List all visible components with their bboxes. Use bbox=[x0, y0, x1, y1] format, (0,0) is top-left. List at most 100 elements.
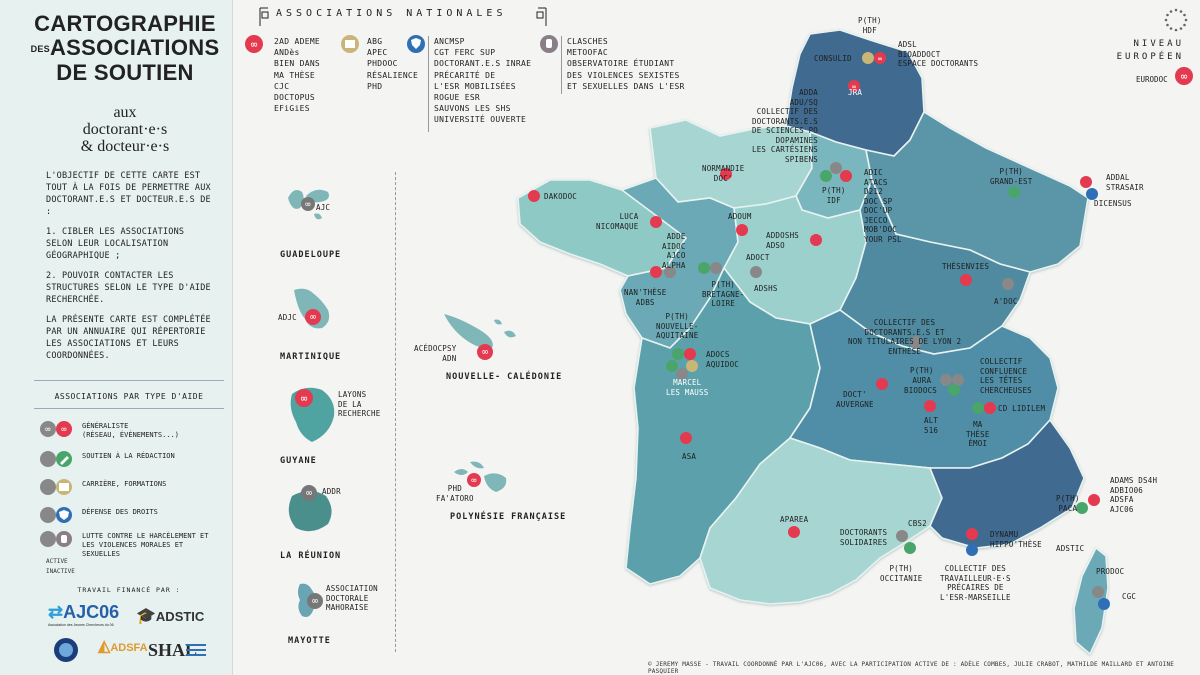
assoc-item[interactable]: DOCTOPUS bbox=[274, 93, 315, 103]
intro-point-1: 1. CIBLER LES ASSOCIATIONS SELON LEUR LO… bbox=[46, 227, 185, 261]
guadeloupe-name: GUADELOUPE bbox=[280, 250, 342, 260]
assoc-item[interactable]: OBSERVATOIRE ÉTUDIANT DES VIOLENCES SEXI… bbox=[567, 59, 685, 91]
europe-title-1: NIVEAU bbox=[1133, 39, 1184, 49]
assoc-item[interactable]: DOCTORANT.E.S INRAE bbox=[434, 59, 532, 69]
assoc-item[interactable]: PRÉCARITÉ DE L'ESR MOBILISÉES bbox=[434, 70, 516, 91]
label-dynamu[interactable]: DYNAMU HIPPO'THÈSE bbox=[990, 530, 1042, 549]
assoc-item[interactable]: SAUVONS LES SHS bbox=[434, 104, 511, 114]
ajc06-logo-text: AJC06 bbox=[63, 602, 120, 622]
label-addoshs[interactable]: ADDOSHS ADSO bbox=[766, 231, 800, 250]
assoc-item[interactable]: METOOFAC bbox=[567, 48, 608, 58]
assoc-item[interactable]: BIEN DANS MA THÈSE bbox=[274, 59, 321, 80]
label-nouvelle-aquitaine[interactable]: P(TH) NOUVELLE- AQUITAINE bbox=[656, 312, 699, 340]
label-paca[interactable]: P(TH) PACA bbox=[1056, 494, 1080, 513]
label-hdf[interactable]: P(TH) HDF bbox=[858, 16, 882, 35]
label-adocs[interactable]: ADOCS AQUIDOC bbox=[706, 350, 740, 369]
assoc-item[interactable]: ABG bbox=[367, 37, 383, 46]
svg-text:∞: ∞ bbox=[310, 312, 316, 323]
label-luca[interactable]: LUCA NICOMAQUE bbox=[596, 212, 639, 231]
label-nantes[interactable]: NAN'THÈSE ADBS bbox=[624, 288, 667, 307]
label-lyon[interactable]: COLLECTIF DES DOCTORANTS.E.S ET NON TITU… bbox=[848, 318, 962, 356]
label-doctorants-solidaires[interactable]: DOCTORANTS SOLIDAIRES bbox=[840, 528, 888, 547]
subtitle-aux: aux bbox=[113, 104, 137, 121]
label-biodocs[interactable]: BIODOCS bbox=[904, 386, 938, 395]
label-adde[interactable]: ADDE AIDOC AJCO ALPHA bbox=[662, 232, 686, 270]
region-corse bbox=[1073, 546, 1109, 656]
assoc-item[interactable]: UNIVERSITÉ OUVERTE bbox=[434, 115, 527, 125]
title-line3: DE SOUTIEN bbox=[56, 60, 194, 86]
assoc-item[interactable]: CLASCHES bbox=[567, 37, 608, 46]
assoc-item[interactable]: 2AD ADEME bbox=[274, 37, 321, 46]
label-marseille[interactable]: COLLECTIF DES TRAVAILLEUR·E·S PRÉCAIRES … bbox=[940, 564, 1011, 602]
label-idf[interactable]: P(TH) IDF bbox=[822, 186, 846, 205]
svg-text:∞: ∞ bbox=[251, 38, 258, 51]
label-jra[interactable]: JRA bbox=[848, 88, 863, 97]
label-adstic[interactable]: ADSTIC bbox=[1056, 544, 1085, 553]
book-icon bbox=[341, 35, 359, 53]
intro-text: L'OBJECTIF DE CETTE CARTE EST TOUT À LA … bbox=[46, 170, 216, 370]
label-alt516[interactable]: ALT 516 bbox=[924, 416, 939, 435]
label-prodoc[interactable]: PRODOC bbox=[1096, 567, 1125, 576]
assoc-item[interactable]: ROGUE ESR bbox=[434, 93, 481, 103]
infinity-icon: ∞∞ bbox=[40, 421, 72, 437]
svg-text:∞: ∞ bbox=[45, 425, 51, 435]
label-asa[interactable]: ASA bbox=[682, 452, 697, 461]
assoc-item[interactable]: CJC bbox=[274, 81, 290, 91]
caledonie-assoc[interactable]: ACÉDOCPSY ADN bbox=[414, 344, 457, 363]
label-occitanie[interactable]: P(TH) OCCITANIE bbox=[880, 564, 923, 583]
assoc-item[interactable]: ANCMSP bbox=[434, 37, 465, 46]
label-cbs2[interactable]: CBS2 bbox=[908, 519, 927, 528]
label-cgc[interactable]: CGC bbox=[1122, 592, 1137, 601]
svg-text:∞: ∞ bbox=[1181, 70, 1188, 83]
label-normandie[interactable]: NORMANDIE DOC' bbox=[702, 164, 745, 183]
label-paris-assoc[interactable]: ADDA ADU/SQ COLLECTIF DES DOCTORANTS.E.S… bbox=[752, 88, 819, 164]
assoc-item[interactable]: APEC bbox=[367, 48, 388, 58]
book-icon bbox=[40, 479, 72, 495]
assoc-item[interactable]: PHDOOC bbox=[367, 59, 398, 69]
label-adoc[interactable]: A'DOC bbox=[994, 297, 1018, 306]
label-doct-auvergne[interactable]: DOCT' AUVERGNE bbox=[836, 390, 874, 409]
martinique-assoc[interactable]: ADJC bbox=[278, 313, 297, 322]
infinity-icon: ∞ bbox=[307, 593, 323, 609]
reunion-assoc[interactable]: ADDR bbox=[322, 487, 341, 496]
ajc06-sub: Association des Jeunes Chercheurs du 06 bbox=[48, 623, 114, 627]
label-aparea[interactable]: APAREA bbox=[780, 515, 809, 524]
label-marcel[interactable]: MARCEL LES MAUSS bbox=[666, 378, 709, 397]
inactive-label: INACTIVE bbox=[46, 568, 75, 575]
assoc-item[interactable]: EFiGiES bbox=[274, 104, 310, 114]
label-grand-est[interactable]: P(TH) GRAND-EST bbox=[990, 167, 1033, 186]
label-confluence[interactable]: COLLECTIF CONFLUENCE LES TÊTES CHERCHEUS… bbox=[980, 357, 1032, 395]
divider bbox=[34, 408, 224, 409]
infinity-icon: ∞ bbox=[301, 485, 317, 501]
label-ma-these[interactable]: MA THÈSE ÉMOI bbox=[966, 420, 990, 448]
label-adshs[interactable]: ADSHS bbox=[754, 284, 778, 293]
map-markers: ∞ ∞ bbox=[528, 52, 1110, 610]
svg-text:∞: ∞ bbox=[312, 596, 318, 607]
polynesie-shape bbox=[454, 461, 507, 492]
polynesie-assoc[interactable]: PHD FA'ATORO bbox=[436, 484, 474, 503]
caledonie-shape bbox=[444, 314, 516, 349]
mayotte-assoc[interactable]: ASSOCIATION DOCTORALE MAHORAISE bbox=[326, 584, 378, 612]
region-paca bbox=[928, 418, 1085, 549]
guyane-assoc[interactable]: LAYONS DE LA RECHERCHE bbox=[338, 390, 381, 418]
assoc-item[interactable]: ANDès bbox=[274, 48, 300, 58]
eurodoc-label[interactable]: EURODOC bbox=[1136, 75, 1168, 84]
label-hdf-list[interactable]: ADSL BIOADDOCT ESPACE DOCTORANTS bbox=[898, 40, 979, 68]
label-dakodoc[interactable]: DAKODOC bbox=[544, 192, 578, 201]
label-idf-list[interactable]: ADIC ATACS D212 DOC SP DOC'UP JECCO MOB'… bbox=[864, 168, 902, 244]
label-thesenvies[interactable]: THÈSENVIES bbox=[942, 262, 990, 271]
label-consulid[interactable]: CONSULID bbox=[814, 54, 852, 63]
assoc-item[interactable]: RÉSALIENCE PHD bbox=[367, 70, 419, 91]
label-adoct[interactable]: ADOCT bbox=[746, 253, 770, 262]
label-dicensus[interactable]: DICENSUS bbox=[1094, 199, 1132, 208]
label-paca-list[interactable]: ADAMS DS4H ADBIO06 ADSFA AJC06 bbox=[1110, 476, 1158, 514]
guadeloupe-assoc[interactable]: AJC bbox=[316, 203, 331, 212]
assoc-item[interactable]: CGT FERC SUP bbox=[434, 48, 496, 58]
label-bretagne[interactable]: P(TH) BRETAGNE- LOIRE bbox=[702, 280, 745, 308]
label-strasbourg[interactable]: ADDAL STRASAIR bbox=[1106, 173, 1144, 192]
label-adoum[interactable]: ADOUM bbox=[728, 212, 752, 221]
label-aura[interactable]: P(TH) AURA bbox=[910, 366, 934, 385]
label-cd-lidilem[interactable]: CD LIDILEM bbox=[998, 404, 1046, 413]
caledonie-name: NOUVELLE- CALÉDONIE bbox=[446, 372, 563, 382]
adams-logo bbox=[54, 638, 78, 662]
